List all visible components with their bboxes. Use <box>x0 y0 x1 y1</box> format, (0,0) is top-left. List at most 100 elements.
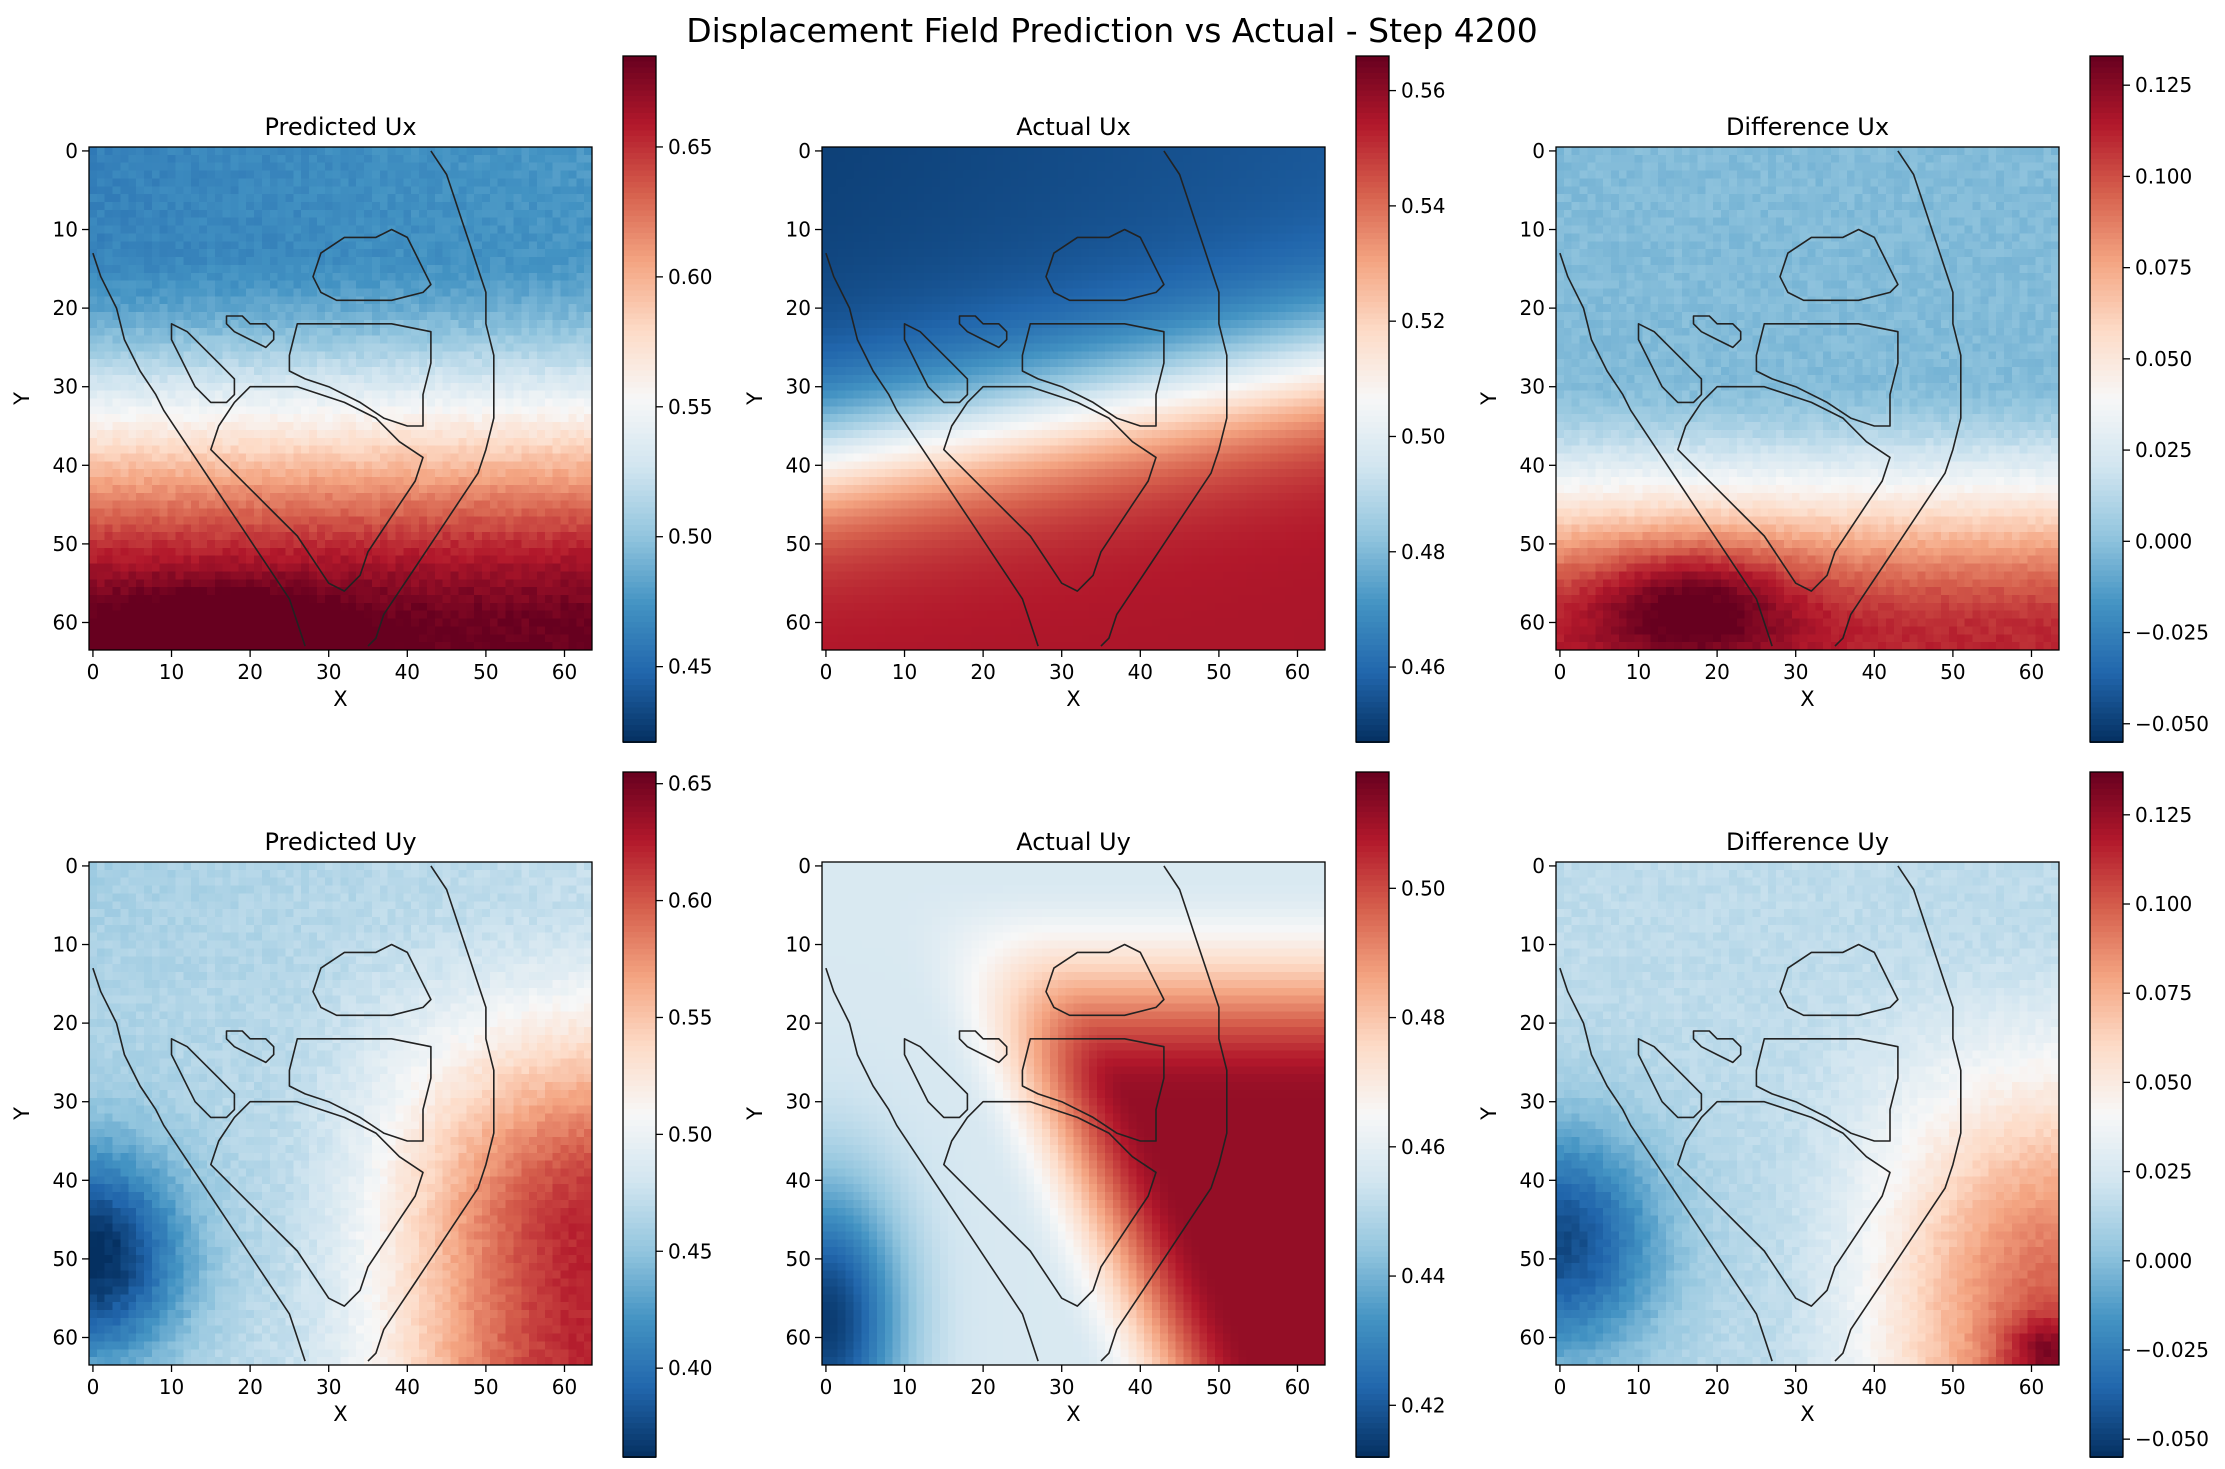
heatmap-cell <box>403 343 412 352</box>
heatmap-cell <box>474 587 483 596</box>
heatmap-cell <box>1285 154 1295 164</box>
heatmap-cell <box>419 304 428 313</box>
heatmap-cell <box>481 642 491 651</box>
heatmap-cell <box>419 508 428 517</box>
heatmap-cell <box>387 202 397 211</box>
heatmap-cell <box>481 484 491 494</box>
heatmap-cell <box>481 225 491 235</box>
heatmap-cell <box>356 178 365 187</box>
heatmap-cell <box>845 162 855 172</box>
heatmap-cell <box>489 327 499 337</box>
heatmap-cell <box>301 194 310 203</box>
heatmap-cell <box>489 296 499 305</box>
heatmap-cell <box>450 477 459 486</box>
heatmap-cell <box>356 508 365 517</box>
heatmap-cell <box>450 453 459 462</box>
heatmap-cell <box>853 194 862 203</box>
heatmap-cell <box>1128 147 1137 156</box>
heatmap-cell <box>521 445 530 455</box>
heatmap-cell <box>1167 217 1177 227</box>
heatmap-cell <box>450 178 459 187</box>
heatmap-cell <box>316 594 326 604</box>
heatmap-cell <box>96 555 106 565</box>
heatmap-cell <box>112 209 122 219</box>
heatmap-cell <box>544 461 554 470</box>
heatmap-cell <box>932 186 941 195</box>
heatmap-cell <box>120 367 129 376</box>
heatmap-cell <box>544 618 554 628</box>
heatmap-cell <box>474 618 483 628</box>
heatmap-cell <box>1269 225 1279 235</box>
heatmap-cell <box>151 186 161 195</box>
heatmap-cell <box>474 477 483 486</box>
heatmap-cell <box>963 233 972 242</box>
heatmap-cell <box>230 288 239 297</box>
heatmap-cell <box>348 437 357 447</box>
heatmap-cell <box>89 335 98 345</box>
heatmap-cell <box>521 563 530 573</box>
heatmap-cell <box>450 147 459 156</box>
heatmap-cell <box>167 272 177 282</box>
heatmap-cell <box>1269 186 1279 195</box>
heatmap-cell <box>128 374 137 384</box>
heatmap-cell <box>120 571 129 580</box>
heatmap-cell <box>505 594 515 604</box>
heatmap-cell <box>434 532 444 541</box>
heatmap-cell <box>301 367 310 376</box>
colorbar-segment <box>623 250 656 257</box>
heatmap-cell <box>277 154 287 164</box>
heatmap-cell <box>112 170 122 180</box>
heatmap-cell <box>269 398 279 407</box>
heatmap-cell <box>277 374 287 384</box>
heatmap-cell <box>238 422 247 431</box>
heatmap-cell <box>994 178 1004 187</box>
colorbar-segment <box>623 113 656 120</box>
heatmap-cell <box>536 437 546 447</box>
colorbar-segment <box>623 370 656 377</box>
heatmap-cell <box>1207 225 1216 235</box>
heatmap-cell <box>1175 162 1185 172</box>
heatmap-cell <box>411 642 420 651</box>
heatmap-cell <box>151 170 161 180</box>
heatmap-cell <box>529 618 538 628</box>
panel-title: Predicted Ux <box>264 113 416 141</box>
heatmap-cell <box>269 453 279 462</box>
heatmap-cell <box>340 539 349 549</box>
heatmap-cell <box>246 312 255 321</box>
heatmap-cell <box>529 477 538 486</box>
heatmap-cell <box>939 186 949 195</box>
colorbar-tick-label: 0.50 <box>668 525 713 549</box>
heatmap-cell <box>112 492 122 502</box>
heatmap-cell <box>434 461 444 470</box>
heatmap-cell <box>869 194 878 203</box>
heatmap-cell <box>584 343 593 352</box>
heatmap-cell <box>474 532 483 541</box>
heatmap-cell <box>379 202 389 211</box>
colorbar-segment <box>623 170 656 177</box>
heatmap-cell <box>955 233 965 242</box>
heatmap-cell <box>120 642 129 651</box>
heatmap-cell <box>175 398 184 407</box>
heatmap-cell <box>324 422 334 431</box>
heatmap-cell <box>395 225 404 235</box>
heatmap-cell <box>324 508 334 517</box>
heatmap-cell <box>1285 225 1295 235</box>
heatmap-cell <box>89 516 98 525</box>
heatmap-cell <box>489 422 499 431</box>
heatmap-cell <box>309 351 318 360</box>
heatmap-cell <box>238 351 247 360</box>
heatmap-cell <box>364 312 373 321</box>
heatmap-cell <box>466 508 475 517</box>
heatmap-cell <box>309 194 318 203</box>
colorbar-segment <box>623 456 656 463</box>
heatmap-cell <box>1199 225 1208 235</box>
heatmap-cell <box>332 594 342 604</box>
heatmap-cell <box>829 202 839 211</box>
heatmap-cell <box>199 335 208 345</box>
heatmap-cell <box>497 351 507 360</box>
heatmap-cell <box>230 170 239 180</box>
heatmap-cell <box>246 461 255 470</box>
heatmap-cell <box>348 178 357 187</box>
heatmap-cell <box>1246 170 1255 180</box>
heatmap-cell <box>112 563 122 573</box>
